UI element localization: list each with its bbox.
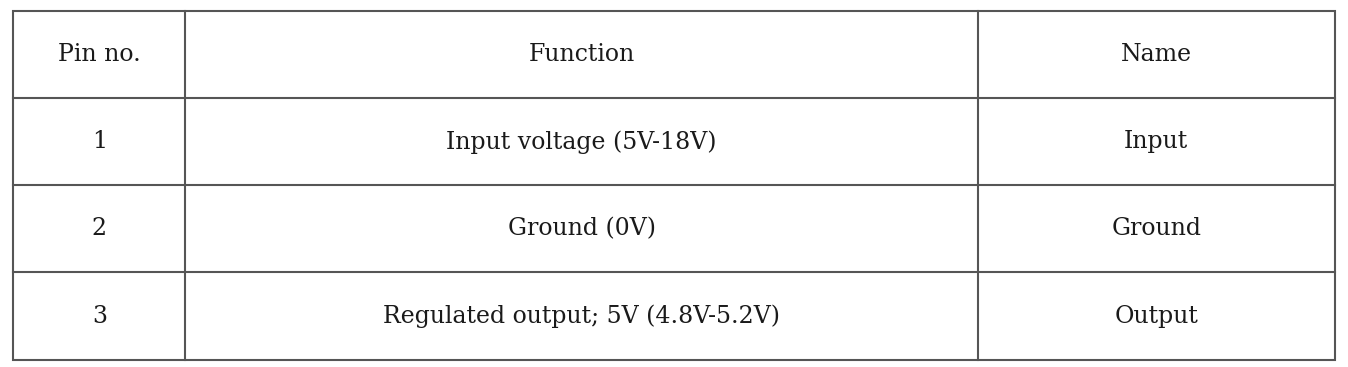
- Text: 1: 1: [92, 130, 106, 153]
- Text: Regulated output; 5V (4.8V-5.2V): Regulated output; 5V (4.8V-5.2V): [383, 304, 780, 328]
- Text: Output: Output: [1115, 305, 1198, 328]
- Text: Ground (0V): Ground (0V): [508, 217, 655, 240]
- Text: 3: 3: [92, 305, 106, 328]
- Text: Input voltage (5V-18V): Input voltage (5V-18V): [446, 130, 717, 153]
- Text: Input: Input: [1124, 130, 1189, 153]
- Text: Function: Function: [528, 43, 635, 66]
- Text: 2: 2: [92, 217, 106, 240]
- Text: Pin no.: Pin no.: [58, 43, 140, 66]
- Text: Name: Name: [1120, 43, 1192, 66]
- Text: Ground: Ground: [1111, 217, 1201, 240]
